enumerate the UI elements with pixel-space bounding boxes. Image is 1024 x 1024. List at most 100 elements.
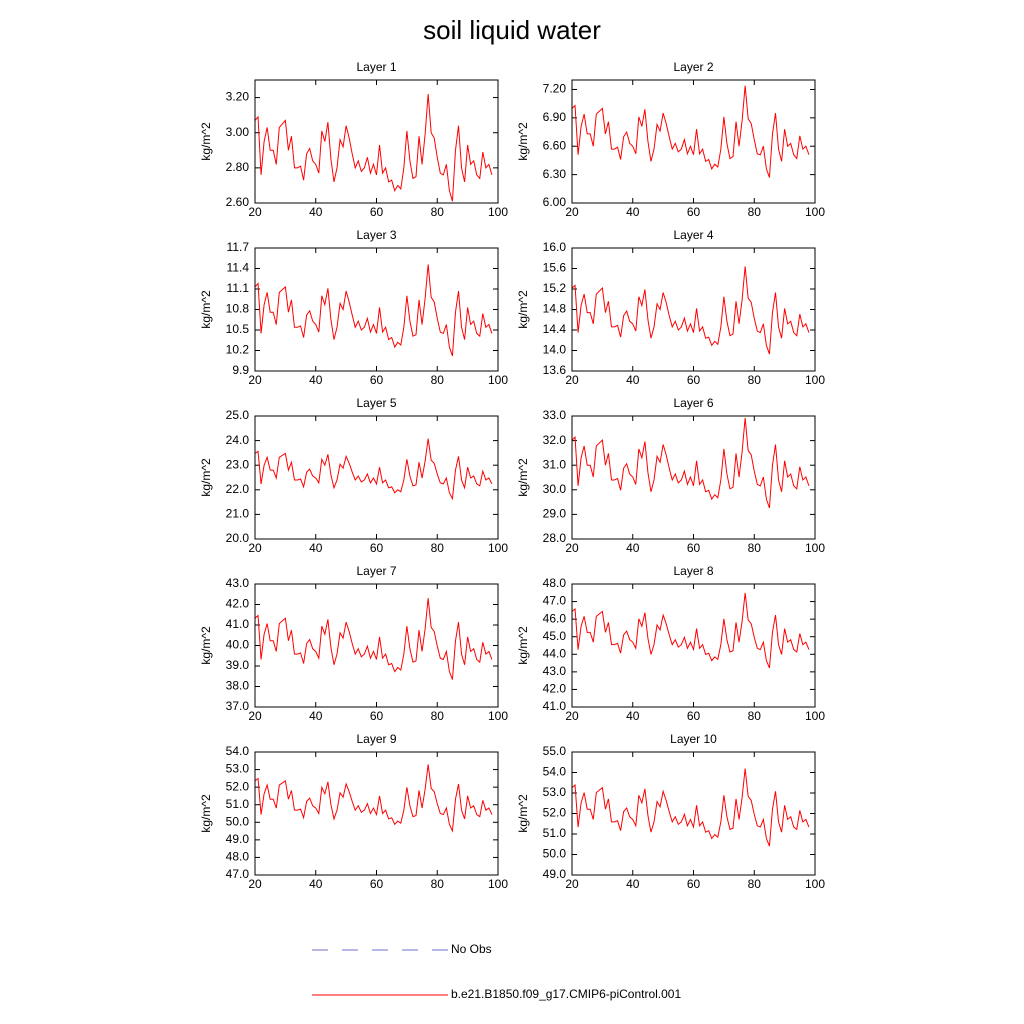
y-tick-label: 6.60: [543, 138, 567, 152]
y-axis-label: kg/m^2: [199, 794, 213, 833]
x-tick-label: 20: [565, 373, 579, 387]
x-tick-label: 40: [309, 541, 323, 555]
y-tick-label: 46.0: [543, 611, 567, 625]
x-tick-label: 40: [309, 709, 323, 723]
y-tick-label: 2.80: [226, 160, 250, 174]
figure-title: soil liquid water: [423, 15, 601, 45]
x-tick-label: 100: [488, 373, 508, 387]
y-tick-label: 41.0: [543, 699, 567, 713]
panel-title: Layer 6: [673, 396, 713, 410]
y-tick-label: 33.0: [543, 408, 567, 422]
y-tick-label: 3.20: [226, 90, 250, 104]
y-tick-label: 40.0: [226, 638, 250, 652]
legend-label: b.e21.B1850.f09_g17.CMIP6-piControl.001: [451, 987, 681, 1001]
y-tick-label: 44.0: [543, 646, 567, 660]
data-line: [254, 264, 493, 357]
x-tick-label: 20: [565, 877, 579, 891]
y-tick-label: 16.0: [543, 240, 567, 254]
x-tick-label: 80: [748, 709, 762, 723]
y-tick-label: 47.0: [543, 594, 567, 608]
plot-frame: [254, 751, 499, 876]
data-line: [571, 768, 810, 847]
x-tick-label: 40: [309, 877, 323, 891]
y-tick-label: 37.0: [226, 699, 250, 713]
y-tick-label: 9.9: [232, 363, 249, 377]
x-tick-label: 80: [748, 205, 762, 219]
x-tick-label: 20: [248, 709, 262, 723]
x-tick-label: 40: [626, 205, 640, 219]
y-tick-label: 49.0: [226, 832, 250, 846]
x-tick-label: 40: [626, 709, 640, 723]
y-tick-label: 11.7: [227, 240, 250, 254]
y-tick-label: 41.0: [226, 617, 250, 631]
y-tick-label: 20.0: [226, 531, 250, 545]
data-line: [254, 598, 493, 680]
y-tick-label: 48.0: [543, 576, 567, 590]
x-tick-label: 100: [488, 877, 508, 891]
y-axis-label: kg/m^2: [199, 290, 213, 329]
data-line: [571, 417, 810, 509]
x-tick-label: 60: [370, 709, 384, 723]
y-tick-label: 14.0: [543, 343, 567, 357]
plot-frame: [254, 415, 499, 540]
plot-frame: [254, 583, 499, 708]
y-tick-label: 3.00: [226, 125, 250, 139]
y-axis-label: kg/m^2: [516, 290, 530, 329]
y-tick-label: 50.0: [543, 847, 567, 861]
y-tick-label: 14.4: [543, 322, 567, 336]
plot-frame: [571, 751, 816, 876]
x-tick-label: 20: [565, 205, 579, 219]
x-tick-label: 60: [687, 205, 701, 219]
y-tick-label: 47.0: [226, 867, 250, 881]
y-tick-label: 54.0: [226, 744, 250, 758]
panel-title: Layer 4: [673, 228, 713, 242]
y-tick-label: 13.6: [543, 363, 567, 377]
y-tick-label: 52.0: [543, 806, 567, 820]
x-tick-label: 60: [370, 373, 384, 387]
y-tick-label: 7.20: [543, 82, 567, 96]
y-tick-label: 55.0: [543, 744, 567, 758]
y-tick-label: 11.1: [227, 281, 250, 295]
x-tick-label: 60: [370, 877, 384, 891]
y-tick-label: 14.8: [543, 302, 567, 316]
x-tick-label: 100: [488, 709, 508, 723]
x-tick-label: 100: [805, 709, 825, 723]
y-tick-label: 6.00: [543, 195, 567, 209]
data-line: [571, 85, 810, 178]
panel-title: Layer 2: [673, 60, 713, 74]
y-tick-label: 43.0: [226, 576, 250, 590]
x-tick-label: 40: [309, 373, 323, 387]
x-tick-label: 100: [805, 373, 825, 387]
panel-title: Layer 10: [670, 732, 717, 746]
y-axis-label: kg/m^2: [516, 122, 530, 161]
y-tick-label: 21.0: [226, 507, 250, 521]
y-tick-label: 2.60: [226, 195, 250, 209]
panel-title: Layer 8: [673, 564, 713, 578]
y-tick-label: 43.0: [543, 664, 567, 678]
y-axis-label: kg/m^2: [516, 458, 530, 497]
data-line: [254, 764, 493, 833]
y-tick-label: 15.6: [543, 261, 567, 275]
y-tick-label: 42.0: [543, 682, 567, 696]
x-tick-label: 60: [687, 373, 701, 387]
x-tick-label: 80: [431, 709, 445, 723]
x-tick-label: 80: [431, 373, 445, 387]
y-tick-label: 32.0: [543, 433, 567, 447]
x-tick-label: 80: [431, 205, 445, 219]
y-tick-label: 38.0: [226, 679, 250, 693]
y-tick-label: 25.0: [226, 408, 250, 422]
y-tick-label: 31.0: [543, 457, 567, 471]
x-tick-label: 60: [370, 205, 384, 219]
y-tick-label: 39.0: [226, 658, 250, 672]
y-axis-label: kg/m^2: [516, 626, 530, 665]
x-tick-label: 100: [488, 541, 508, 555]
y-tick-label: 24.0: [226, 433, 250, 447]
plot-frame: [571, 583, 816, 708]
x-tick-label: 20: [248, 541, 262, 555]
data-line: [571, 592, 810, 669]
y-tick-label: 23.0: [226, 457, 250, 471]
x-tick-label: 40: [626, 541, 640, 555]
plot-frame: [254, 247, 499, 372]
